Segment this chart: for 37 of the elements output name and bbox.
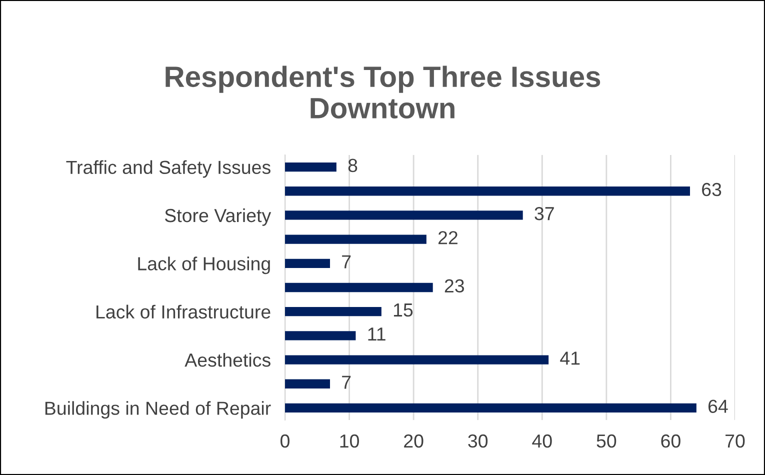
- bar: [285, 234, 426, 244]
- data-label: 41: [560, 352, 580, 365]
- bar: [285, 186, 690, 196]
- y-tick-label: Lack of Infrastructure: [96, 304, 270, 319]
- bar: [285, 355, 549, 364]
- data-label: 22: [438, 231, 458, 244]
- bar: [285, 258, 330, 268]
- bar: [285, 403, 696, 413]
- y-tick-label: Aesthetics: [184, 352, 270, 367]
- y-tick-label: Store Variety: [164, 208, 272, 226]
- bar: [285, 379, 330, 388]
- bar: [285, 162, 336, 172]
- x-tick-label: 0: [280, 434, 290, 448]
- x-tick-label: 30: [468, 434, 488, 448]
- y-tick-label: Lack of Housing: [138, 256, 270, 274]
- x-tick-label: 20: [404, 434, 424, 448]
- bar: [285, 210, 523, 220]
- data-label: 7: [342, 376, 351, 389]
- bar: [285, 331, 356, 340]
- x-tick-label: 40: [532, 434, 552, 448]
- data-label: 15: [394, 304, 413, 317]
- y-tick-label: Buildings in Need of Repair: [45, 401, 271, 419]
- x-tick-label: 50: [596, 434, 616, 448]
- data-label: 23: [444, 279, 464, 293]
- x-tick-label: 60: [661, 434, 680, 448]
- bar: [285, 282, 433, 292]
- x-tick-label: 10: [340, 434, 359, 448]
- data-label: 37: [534, 206, 554, 220]
- data-label: 11: [368, 328, 386, 341]
- y-tick-label: Traffic and Safety Issues: [66, 160, 270, 178]
- chart-title: Respondent's Top Three Issues Downtown: [166, 66, 600, 119]
- data-label: 7: [342, 255, 351, 268]
- data-label: 63: [702, 182, 722, 196]
- data-label: 64: [708, 400, 728, 413]
- x-tick-label: 70: [726, 434, 745, 448]
- bar: [285, 307, 382, 316]
- data-label: 8: [348, 158, 358, 172]
